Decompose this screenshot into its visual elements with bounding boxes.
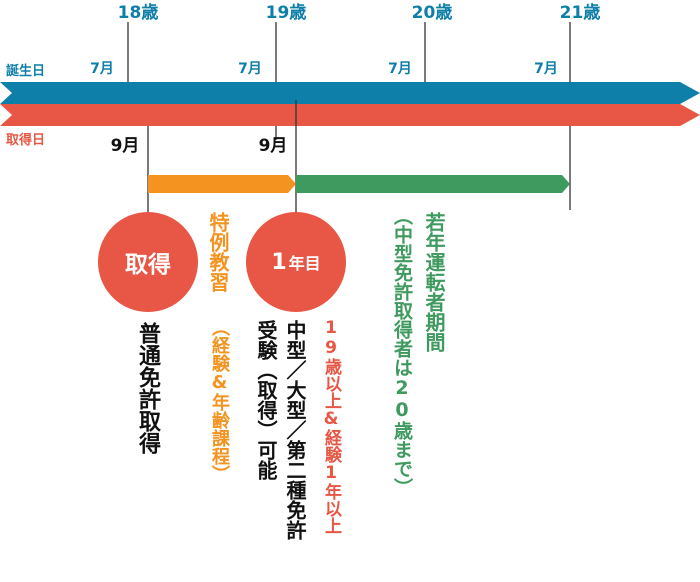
acquire-caption: 普通免許取得	[135, 322, 160, 454]
year1-circle-suffix: 年目	[288, 254, 321, 273]
special-course-period-arrow	[148, 175, 296, 193]
year1-condition: 19歳以上&経験1年以上	[321, 318, 341, 534]
acquisition-arrow	[0, 104, 700, 126]
month-label-birth-2: 7月	[238, 61, 262, 77]
young-driver-note: （中型免許取得者は20歳まで）	[391, 206, 413, 497]
year1-caption-exam-possible: 受験（取得）可能	[254, 320, 278, 480]
special-course-title: 特例教習	[206, 212, 230, 292]
young-driver-period-arrow	[296, 175, 570, 193]
month-label-birth-4: 7月	[534, 61, 558, 77]
age-label-20: 20歳	[412, 2, 453, 23]
year1-circle-number: 1	[271, 249, 287, 275]
acquire-circle: 取得	[98, 212, 198, 312]
month-label-birth-1: 7月	[90, 61, 114, 77]
year1-circle: 1 年目	[246, 212, 346, 312]
birthday-label: 誕生日	[6, 63, 45, 79]
birthday-arrow	[0, 82, 700, 104]
month-label-acquire-2: 9月	[259, 136, 288, 156]
age-label-18: 18歳	[118, 2, 159, 23]
month-label-acquire-1: 9月	[111, 136, 140, 156]
special-course-note: （経験&年齢課程）	[209, 318, 230, 483]
young-driver-title: 若年運転者期間	[422, 212, 446, 352]
acquire-circle-label: 取得	[125, 252, 171, 278]
acquisition-date-label: 取得日	[6, 132, 45, 148]
year1-caption-license-types: 中型／大型／第二種免許	[283, 320, 307, 540]
age-label-19: 19歳	[266, 2, 307, 23]
month-label-birth-3: 7月	[388, 61, 412, 77]
age-label-21: 21歳	[560, 2, 601, 23]
